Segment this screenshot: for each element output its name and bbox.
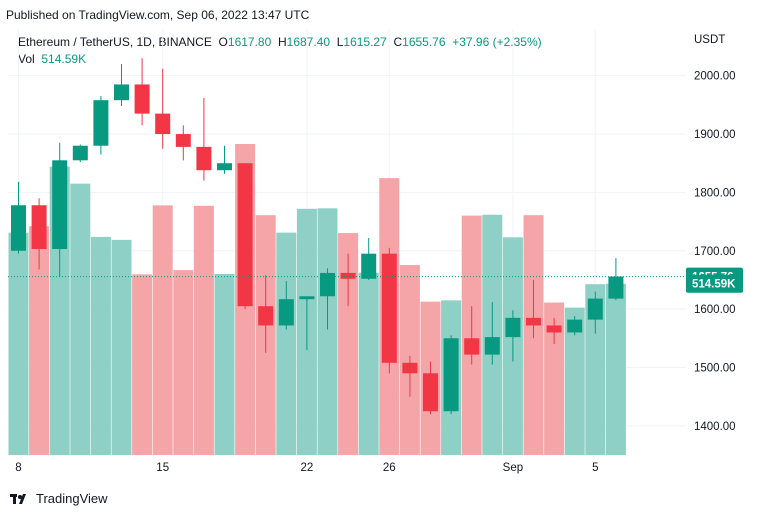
chart-legend: Ethereum / TetherUS, 1D, BINANCE O1617.8… <box>18 34 542 68</box>
candle-body <box>567 319 583 333</box>
volume-bar <box>90 236 111 455</box>
candle-body <box>402 362 418 374</box>
legend-change: +37.96 (+2.35%) <box>452 35 542 49</box>
time-tick-label: 8 <box>15 462 21 474</box>
volume-bar <box>152 205 173 455</box>
volume-value: 514.59K <box>41 52 87 66</box>
candle-body <box>546 325 562 333</box>
tradingview-logo-icon <box>10 493 26 504</box>
volume-bar <box>173 270 194 455</box>
candle-body <box>608 276 624 299</box>
candlestick-plot[interactable] <box>8 29 686 455</box>
last-volume-value: 514.59K <box>692 279 736 291</box>
candle-body <box>93 100 109 146</box>
volume-bar <box>276 232 297 455</box>
footer-brand[interactable]: TradingView <box>10 491 108 506</box>
volume-bar <box>338 233 359 455</box>
candle-body <box>155 113 171 135</box>
candle-body <box>443 338 459 412</box>
price-tick-label: 1600.00 <box>694 304 736 316</box>
last-volume-tag <box>686 274 743 293</box>
time-tick-label: 22 <box>301 462 314 474</box>
volume-bar <box>564 307 585 455</box>
time-axis[interactable]: 8 15 22 26 Sep 5 <box>8 455 686 479</box>
candle-body <box>505 317 521 338</box>
volume-bar <box>605 283 626 455</box>
time-tick-label: 26 <box>383 462 396 474</box>
currency-label: USDT <box>694 34 725 46</box>
candle-body <box>361 253 377 279</box>
volume-bar <box>358 272 379 455</box>
volume-bar <box>8 232 29 455</box>
candle-body <box>196 146 212 171</box>
candle-body <box>237 163 253 307</box>
candle-body <box>340 272 356 279</box>
legend-ohlc-row: Ethereum / TetherUS, 1D, BINANCE O1617.8… <box>18 34 542 51</box>
legend-high: H1687.40 <box>277 35 331 49</box>
candle-body <box>134 84 150 114</box>
volume-bar <box>111 239 132 455</box>
candle-body <box>299 296 315 300</box>
candle-body <box>52 160 68 250</box>
price-axis[interactable]: USDT 1400.00 1500.00 1600.00 1700.00 1800.00… <box>686 29 765 455</box>
volume-bar <box>193 205 214 455</box>
candle-body <box>175 134 191 147</box>
candle-body <box>31 205 47 250</box>
candle-body <box>114 84 129 101</box>
candle-body <box>320 272 335 297</box>
candle-body <box>587 298 603 320</box>
candle-body <box>526 317 541 326</box>
time-tick-label: 5 <box>592 462 598 474</box>
candle-body <box>423 373 438 412</box>
legend-open: O1617.80 <box>218 35 272 49</box>
brand-name: TradingView <box>36 491 108 506</box>
candle-body <box>381 253 397 363</box>
candle-body <box>484 337 500 355</box>
time-tick-label: 15 <box>156 462 169 474</box>
published-caption: Published on TradingView.com, Sep 06, 20… <box>6 8 310 22</box>
price-tick-label: 1500.00 <box>694 362 736 374</box>
candle-body <box>278 299 294 326</box>
volume-bar <box>29 226 50 455</box>
price-tick-label: 1800.00 <box>694 187 736 199</box>
candle-body <box>11 205 26 251</box>
candle-body <box>72 145 88 161</box>
price-tick-label: 1700.00 <box>694 246 736 258</box>
legend-low: L1615.27 <box>336 35 387 49</box>
legend-close: C1655.76 <box>393 35 446 49</box>
candle-body <box>464 338 480 355</box>
volume-bar <box>70 183 91 455</box>
price-tick-label: 1900.00 <box>694 129 736 141</box>
time-tick-label: Sep <box>503 462 523 474</box>
price-tick-label: 1400.00 <box>694 421 736 433</box>
candle-body <box>217 163 232 171</box>
volume-bar <box>132 274 153 455</box>
volume-bar <box>214 273 235 455</box>
price-tick-label: 2000.00 <box>694 71 736 83</box>
volume-bar <box>585 284 606 455</box>
volume-bar <box>317 208 338 455</box>
symbol-title[interactable]: Ethereum / TetherUS, 1D, BINANCE <box>18 35 212 49</box>
volume-label: Vol <box>18 52 35 66</box>
volume-bar <box>544 302 565 455</box>
legend-volume-row: Vol 514.59K <box>18 51 542 68</box>
candle-body <box>258 306 274 326</box>
